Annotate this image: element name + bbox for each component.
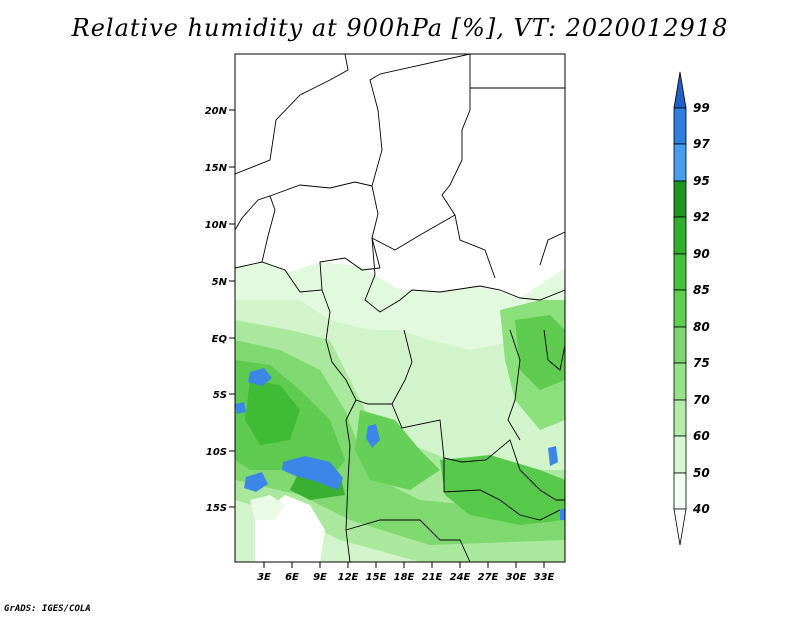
colorbar-seg-85-90	[673, 253, 687, 291]
colorbar-label-92: 92	[693, 210, 710, 224]
lon-label-6e: 6E	[285, 572, 299, 583]
chart-title: Relative humidity at 900hPa [%], VT: 202…	[71, 14, 729, 42]
lon-label-27e: 27E	[478, 572, 499, 583]
colorbar-labels: 99 97 95 92 90 85 80 75 70 60 50 40	[692, 101, 710, 516]
credit-label: GrADS: IGES/COLA	[4, 604, 91, 614]
colorbar-top-arrow	[673, 71, 687, 109]
colorbar-seg-75-80	[673, 326, 687, 364]
humidity-field	[235, 262, 565, 562]
colorbar-seg-95-97	[673, 143, 687, 182]
colorbar-label-97: 97	[693, 137, 710, 151]
lon-axis: 3E 6E 9E 12E 15E 18E 21E 24E 27E 30E 33E	[257, 562, 555, 583]
lon-label-21e: 21E	[422, 572, 443, 583]
colorbar-bottom-arrow	[673, 508, 687, 546]
colorbar-seg-40-50	[673, 472, 687, 510]
lat-label-10s: 10S	[206, 447, 227, 458]
colorbar-label-70: 70	[693, 393, 710, 407]
colorbar-seg-50-60	[673, 435, 687, 474]
lon-label-24e: 24E	[450, 572, 471, 583]
country-borders	[235, 54, 565, 562]
lat-axis: 20N 15N 10N 5N EQ 5S 10S 15S	[205, 106, 235, 514]
colorbar-seg-70-75	[673, 362, 687, 401]
colorbar-seg-80-85	[673, 289, 687, 328]
colorbar-label-75: 75	[693, 356, 710, 370]
lat-label-15s: 15S	[206, 503, 227, 514]
lat-label-5n: 5N	[212, 277, 228, 288]
lat-label-10n: 10N	[205, 220, 228, 231]
lon-label-33e: 33E	[534, 572, 555, 583]
lat-label-15n: 15N	[205, 163, 228, 174]
colorbar-label-90: 90	[693, 247, 710, 261]
map-frame	[234, 53, 566, 563]
colorbar-label-50: 50	[693, 466, 710, 480]
lon-label-12e: 12E	[338, 572, 359, 583]
lon-label-15e: 15E	[366, 572, 387, 583]
lon-label-9e: 9E	[313, 572, 327, 583]
colorbar-seg-90-92	[673, 216, 687, 255]
colorbar-label-80: 80	[693, 320, 710, 334]
colorbar-label-99: 99	[693, 101, 710, 115]
colorbar-seg-60-70	[673, 399, 687, 437]
colorbar-seg-92-95	[673, 180, 687, 218]
lon-label-18e: 18E	[394, 572, 415, 583]
lat-label-5s: 5S	[213, 390, 227, 401]
colorbar-label-60: 60	[693, 429, 710, 443]
colorbar-label-85: 85	[693, 283, 710, 297]
colorbar-label-95: 95	[693, 174, 710, 188]
lon-label-3e: 3E	[257, 572, 271, 583]
lon-label-30e: 30E	[506, 572, 527, 583]
colorbar-seg-97-99	[673, 107, 687, 145]
colorbar	[673, 71, 687, 546]
lat-label-eq: EQ	[212, 334, 228, 345]
lat-label-20n: 20N	[205, 106, 228, 117]
colorbar-label-40: 40	[692, 502, 710, 516]
